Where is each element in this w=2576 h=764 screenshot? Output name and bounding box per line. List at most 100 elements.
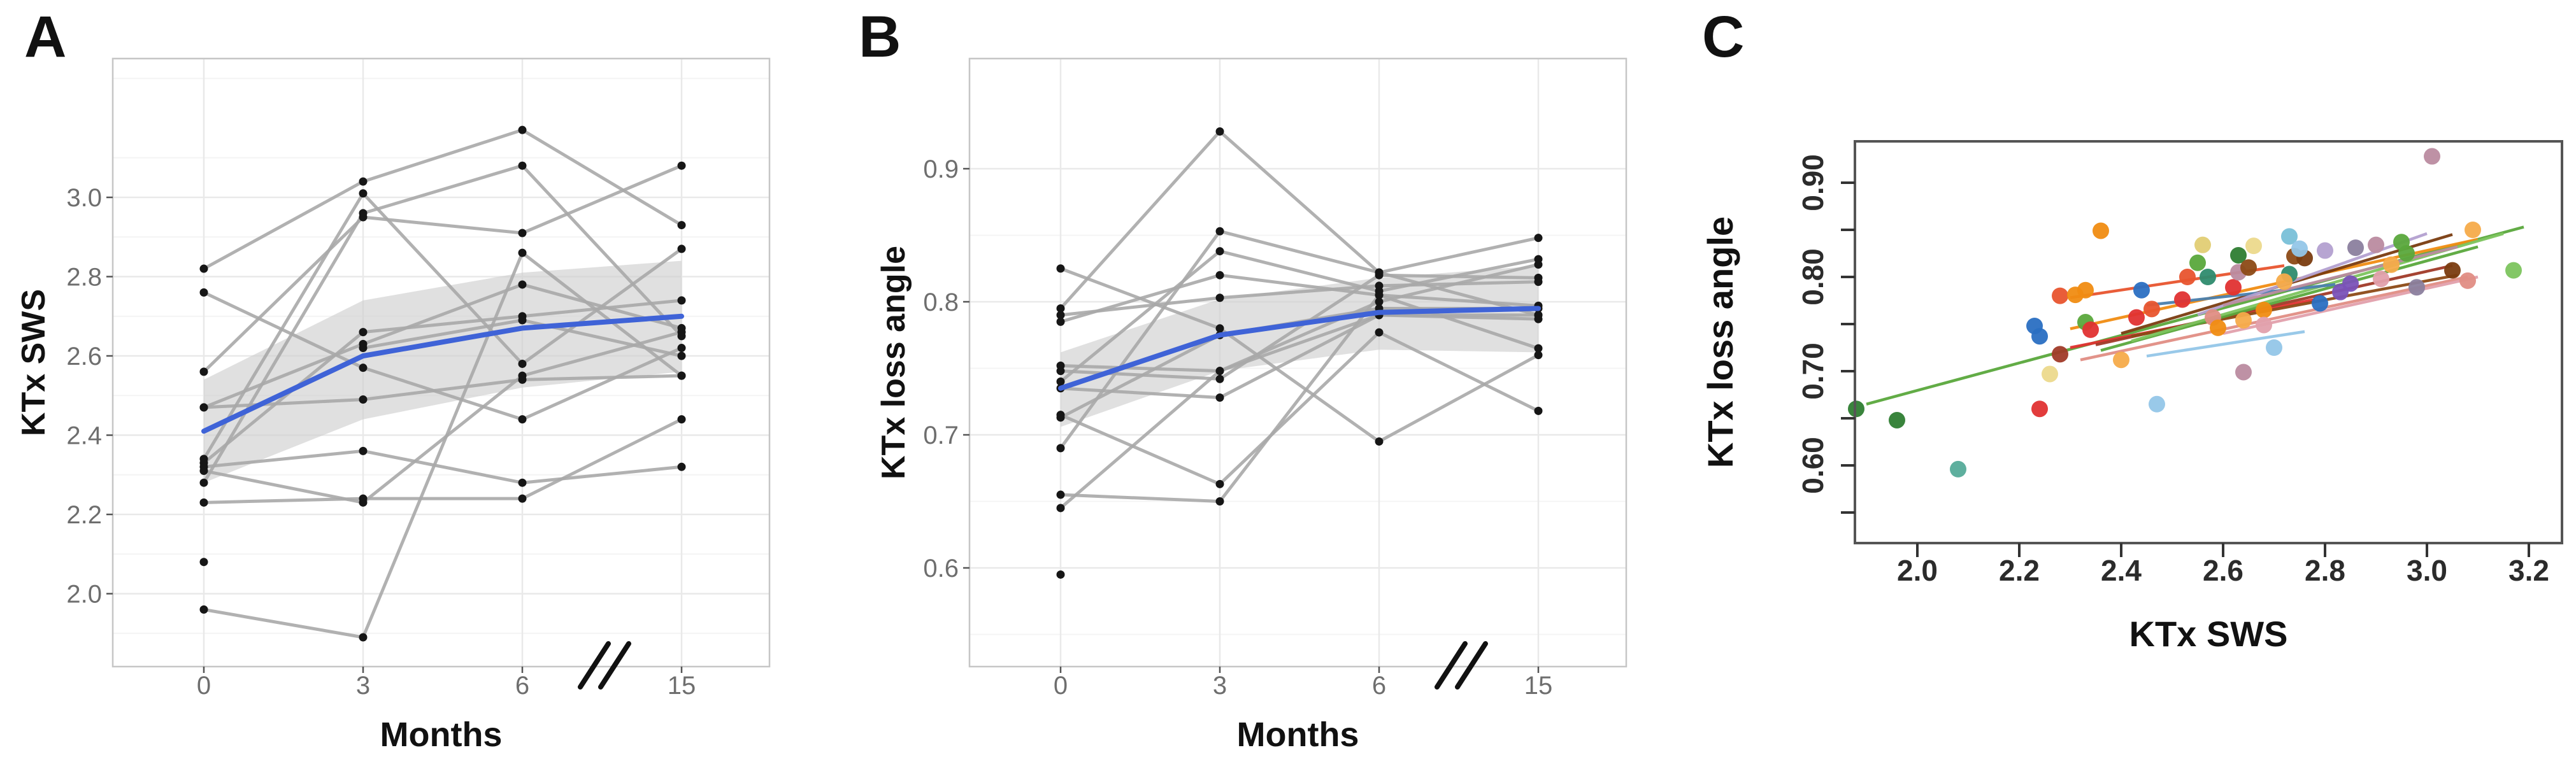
scatter-point bbox=[2200, 269, 2216, 285]
observation-point bbox=[518, 229, 527, 237]
subject-line bbox=[1059, 313, 1538, 509]
y-tick-label: 0.7 bbox=[923, 421, 959, 449]
observation-point bbox=[1056, 444, 1065, 453]
panel-letter-a: A bbox=[24, 4, 67, 69]
observation-point bbox=[199, 288, 208, 297]
observation-point bbox=[1215, 479, 1224, 488]
mean-line bbox=[201, 313, 684, 434]
observation-point bbox=[1215, 367, 1224, 376]
observation-point bbox=[518, 280, 527, 289]
subject-line bbox=[203, 251, 683, 639]
observation-point bbox=[518, 125, 527, 134]
x-axis-title: Months bbox=[380, 716, 503, 754]
scatter-point bbox=[2189, 254, 2206, 271]
observation-point bbox=[518, 494, 527, 503]
observation-point bbox=[1534, 406, 1543, 415]
observation-point bbox=[359, 364, 368, 372]
observation-point bbox=[1215, 393, 1224, 402]
observation-point bbox=[199, 467, 208, 476]
observation-point bbox=[359, 494, 368, 503]
panel-border bbox=[1854, 140, 2563, 544]
x-tick-label: 6 bbox=[515, 672, 529, 700]
scatter-point bbox=[2052, 346, 2068, 363]
y-axis-title: KTx loss angle bbox=[875, 246, 912, 479]
x-tick-label: 2.8 bbox=[2305, 554, 2345, 587]
y-tick-label: 2.4 bbox=[66, 422, 102, 450]
observation-point bbox=[359, 328, 368, 337]
observation-point bbox=[677, 221, 686, 230]
axis-break-mark bbox=[1435, 641, 1468, 690]
scatter-point bbox=[2128, 309, 2145, 326]
observation-point bbox=[359, 209, 368, 218]
observation-point bbox=[1215, 247, 1224, 256]
scatter-point bbox=[2276, 273, 2293, 290]
scatter-point bbox=[2210, 319, 2226, 336]
observation-point bbox=[1215, 497, 1224, 506]
y-tick-label: 0.9 bbox=[923, 155, 959, 183]
scatter-point bbox=[2266, 339, 2282, 356]
subject-line bbox=[203, 330, 682, 504]
observation-point bbox=[518, 415, 527, 424]
scatter-point bbox=[2312, 295, 2328, 312]
observation-point bbox=[1534, 255, 1543, 264]
x-tick-label: 3.2 bbox=[2508, 554, 2549, 587]
observation-point bbox=[1056, 304, 1065, 313]
scatter-point bbox=[2113, 351, 2129, 369]
observation-point bbox=[518, 359, 527, 368]
observation-point bbox=[1534, 311, 1543, 320]
subject-line bbox=[1059, 129, 1539, 317]
observation-point bbox=[518, 316, 527, 325]
observation-point bbox=[1056, 504, 1065, 513]
scatter-point bbox=[2342, 275, 2359, 292]
confidence-band bbox=[1061, 265, 1538, 427]
observation-point bbox=[1056, 311, 1065, 320]
panel-border bbox=[111, 57, 771, 668]
panel-letter-b: B bbox=[859, 4, 901, 69]
observation-point bbox=[1375, 437, 1384, 446]
y-tick-label: 0.8 bbox=[923, 288, 959, 316]
scatter-point bbox=[2042, 365, 2058, 383]
x-axis-title: KTx SWS bbox=[2129, 614, 2288, 654]
scatter-point bbox=[2281, 228, 2298, 245]
scatter-point bbox=[2082, 321, 2099, 338]
scatter-point bbox=[2383, 256, 2400, 273]
subject-line bbox=[1059, 250, 1539, 383]
subject-line bbox=[1059, 229, 1539, 449]
observation-point bbox=[1215, 127, 1224, 136]
subject-line bbox=[202, 164, 683, 484]
observation-point bbox=[199, 367, 208, 376]
x-axis-title: Months bbox=[1237, 716, 1359, 754]
y-tick-label: 0.90 bbox=[1796, 154, 1829, 211]
x-tick-label: 6 bbox=[1372, 672, 1386, 700]
x-tick-label: 3 bbox=[356, 672, 370, 700]
observation-point bbox=[1534, 344, 1543, 353]
subject-line bbox=[202, 192, 683, 460]
observation-point bbox=[677, 351, 686, 360]
observation-point bbox=[1534, 273, 1543, 282]
observation-point bbox=[677, 161, 686, 170]
observation-point bbox=[1215, 374, 1224, 383]
regression-line bbox=[2222, 245, 2458, 307]
observation-point bbox=[359, 344, 368, 353]
observation-point bbox=[1215, 271, 1224, 279]
subject-line bbox=[203, 418, 683, 504]
subject-line bbox=[203, 164, 682, 373]
subject-line bbox=[1060, 330, 1540, 486]
scatter-point bbox=[2256, 316, 2272, 334]
scatter-point bbox=[2505, 262, 2522, 279]
observation-point bbox=[1375, 328, 1384, 337]
x-tick-label: 2.2 bbox=[1999, 554, 2040, 587]
observation-point bbox=[199, 605, 208, 614]
observation-point bbox=[1056, 264, 1065, 273]
scatter-point bbox=[2093, 222, 2109, 239]
observation-point bbox=[677, 344, 686, 353]
mean-line bbox=[1058, 306, 1541, 391]
observation-point bbox=[1215, 227, 1224, 236]
scatter-point bbox=[2052, 287, 2068, 304]
panel-border bbox=[968, 57, 1628, 668]
observation-point bbox=[1375, 297, 1384, 306]
observation-point bbox=[518, 371, 527, 380]
observation-point bbox=[1375, 291, 1384, 300]
subject-line bbox=[1060, 273, 1539, 323]
scatter-point bbox=[2149, 395, 2165, 413]
